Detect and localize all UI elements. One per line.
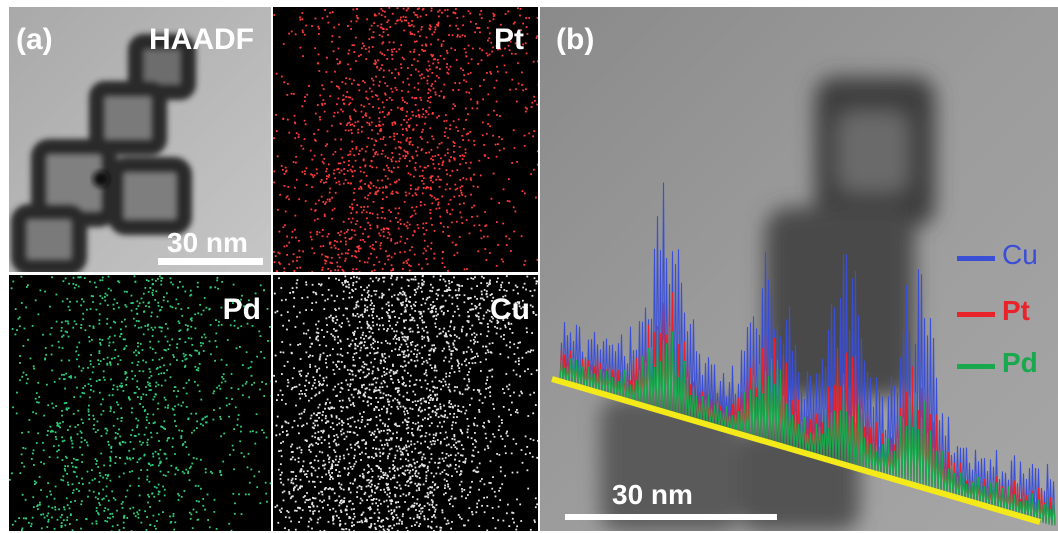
haadf-scale-text: 30 nm <box>167 227 248 258</box>
cu-map: Cu <box>273 275 538 531</box>
haadf-image: (a) HAADF 30 nm <box>9 7 271 272</box>
legend-swatch-pt <box>957 312 995 317</box>
panel-b-label: (b) <box>556 23 595 56</box>
cu-dots <box>273 275 538 531</box>
line-scan-image <box>540 7 1058 531</box>
pt-label: Pt <box>494 23 524 56</box>
pd-map: Pd <box>9 275 271 531</box>
panel-a-label: (a) <box>16 23 53 56</box>
panel-a: (a) HAADF 30 nm Pt Pd Cu <box>9 7 538 531</box>
pt-dots <box>273 7 538 272</box>
haadf-micrograph <box>9 7 271 272</box>
scan-line <box>551 376 1041 525</box>
legend-label-cu: Cu <box>1002 239 1038 270</box>
legend-swatch-cu <box>957 256 995 261</box>
legend: Cu Pt Pd <box>953 239 1058 389</box>
panel-b: (b) 30 nm Cu Pt Pd <box>540 7 1058 531</box>
legend-label-pt: Pt <box>1002 295 1030 326</box>
pt-map: Pt <box>273 7 538 272</box>
legend-label-pd: Pd <box>1002 347 1038 378</box>
panel-b-scale-text: 30 nm <box>612 479 693 510</box>
pd-dots <box>9 275 271 531</box>
cu-label: Cu <box>490 293 530 326</box>
pd-label: Pd <box>222 293 261 326</box>
haadf-label: HAADF <box>149 23 254 56</box>
legend-swatch-pd <box>957 364 995 369</box>
